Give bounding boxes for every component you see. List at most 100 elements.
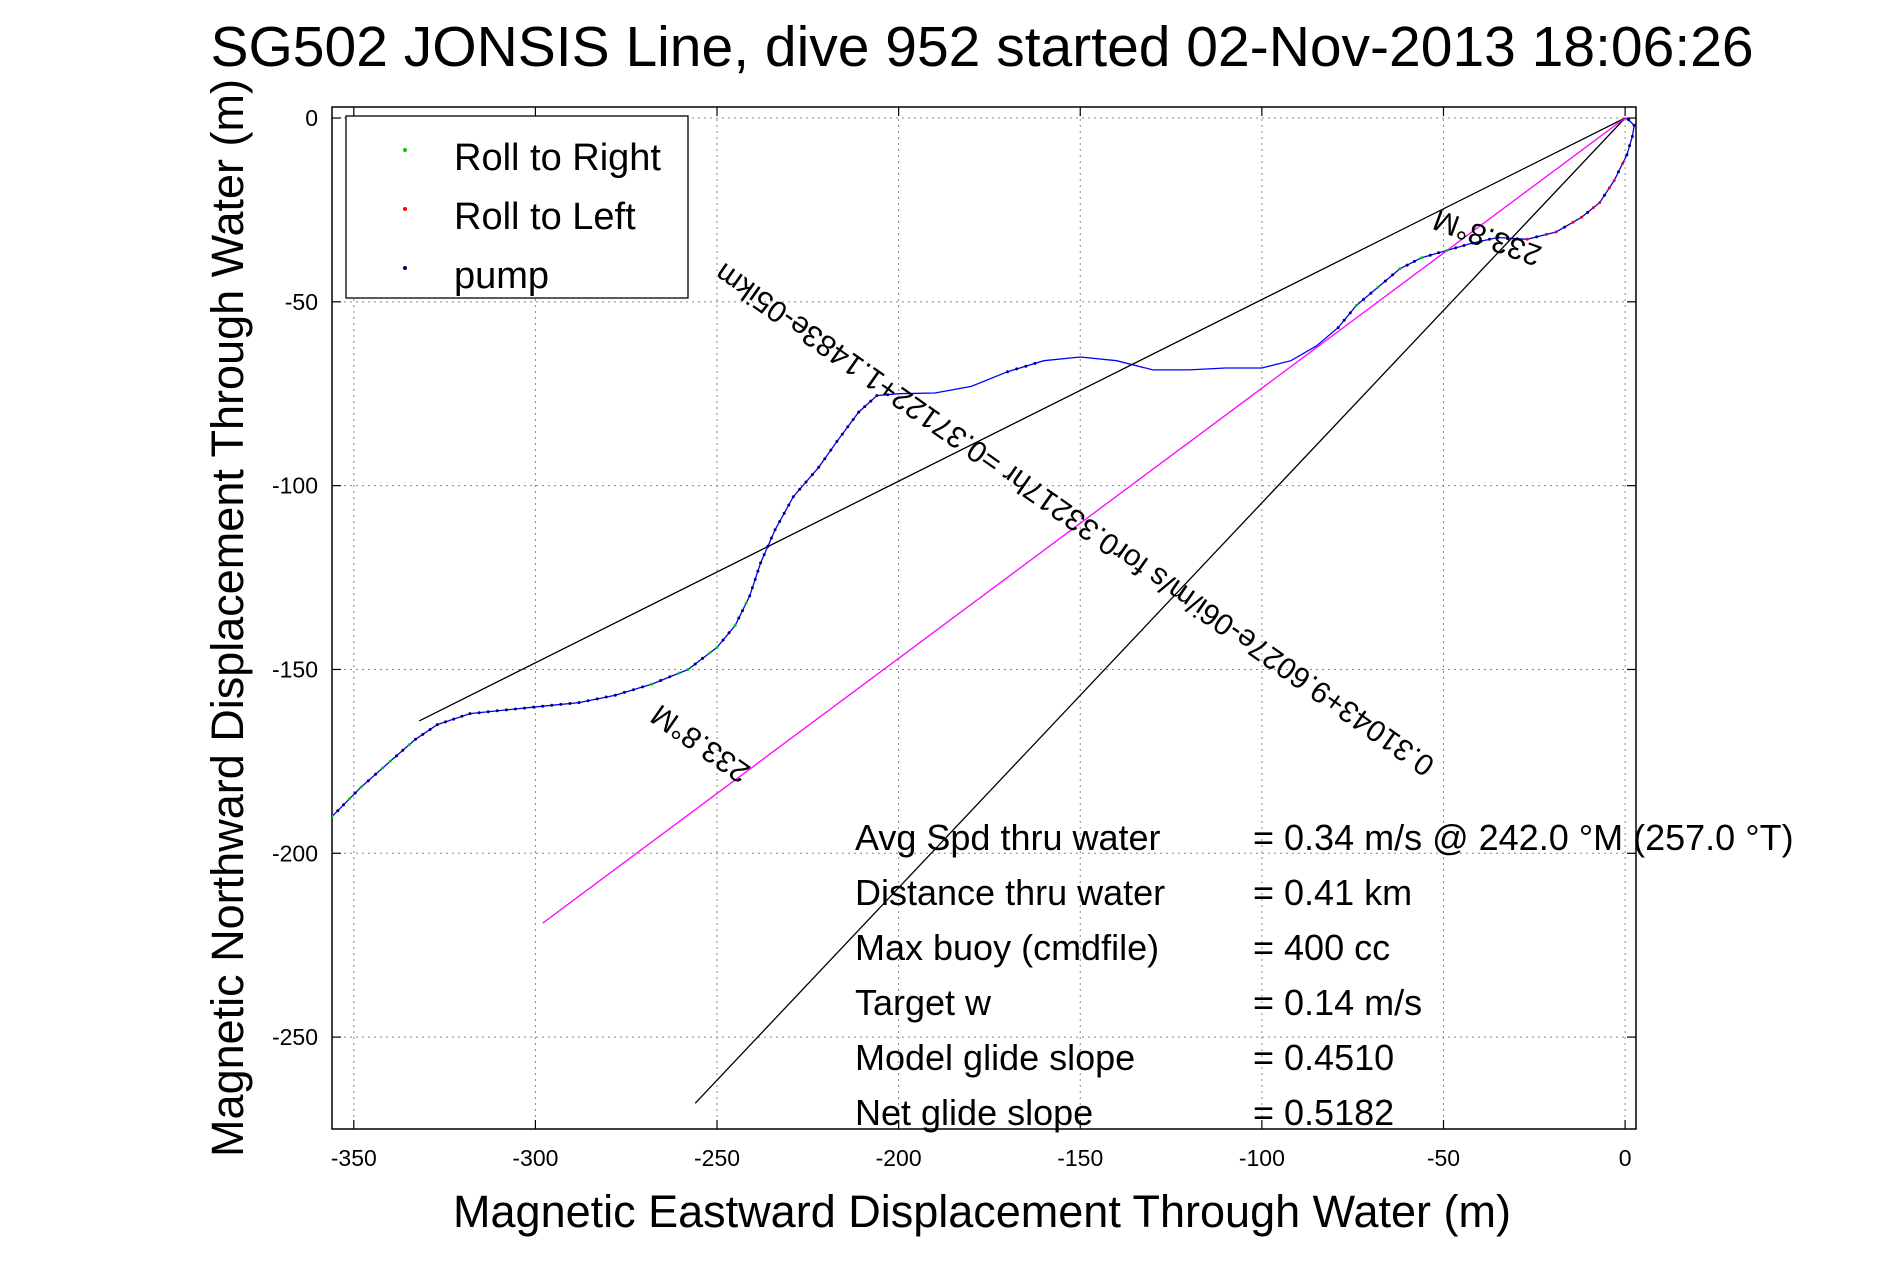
track-marker (1554, 230, 1558, 234)
y-axis-label: Magnetic Northward Displacement Through … (202, 79, 253, 1157)
stat-value: = 0.14 m/s (1253, 982, 1422, 1023)
track-marker (1336, 326, 1340, 330)
track-marker (1632, 123, 1636, 127)
track-marker (1592, 206, 1596, 209)
track-marker (1428, 253, 1432, 257)
series-layer (332, 117, 1636, 1104)
y-tick-label: -200 (272, 840, 318, 866)
track-marker (1015, 367, 1019, 371)
stat-value: = 400 cc (1253, 927, 1390, 968)
legend-label: Roll to Right (454, 137, 661, 179)
track-marker (1612, 179, 1616, 182)
track-marker (782, 511, 786, 515)
track-marker (495, 709, 499, 713)
track-marker (753, 577, 757, 581)
track-marker (817, 465, 821, 469)
track-marker (1420, 256, 1424, 260)
x-tick-label: 0 (1619, 1145, 1632, 1171)
legend-marker (403, 148, 407, 152)
y-tick-label: -250 (272, 1024, 318, 1050)
track-marker (1535, 235, 1539, 239)
track-marker (541, 704, 545, 708)
x-tick-label: -50 (1427, 1145, 1460, 1171)
track-marker (388, 759, 392, 763)
track-marker (444, 720, 447, 724)
stat-label: Net glide slope (855, 1092, 1093, 1133)
stat-label: Model glide slope (855, 1037, 1135, 1078)
track-marker (823, 457, 827, 461)
track-marker (1630, 134, 1634, 138)
legend: Roll to Right Roll to Left pump (345, 115, 689, 299)
track-marker (766, 544, 770, 548)
track-marker (1586, 210, 1590, 214)
track-marker (1544, 232, 1548, 236)
track-marker (568, 702, 572, 705)
track-marker (1488, 237, 1491, 241)
track-marker (477, 711, 481, 715)
track-marker (791, 495, 795, 499)
track-marker (851, 418, 855, 421)
series-line-average-track (542, 117, 1626, 924)
chart-title: SG502 JONSIS Line, dive 952 started 02-N… (210, 15, 1753, 79)
track-marker (701, 656, 704, 660)
track-marker (374, 772, 378, 776)
track-marker (1616, 170, 1620, 174)
stat-label: Distance thru water (855, 872, 1165, 913)
x-tick-label: -200 (876, 1145, 922, 1171)
track-marker (428, 728, 432, 731)
track-marker (744, 601, 748, 605)
track-marker (1479, 239, 1483, 243)
legend-box (345, 115, 689, 299)
track-marker (686, 668, 690, 671)
track-marker (359, 785, 363, 789)
track-marker (604, 695, 608, 699)
x-axis-label: Magnetic Eastward Displacement Through W… (453, 1186, 1511, 1237)
track-marker (1496, 236, 1500, 239)
series-line-heading-line-2 (694, 117, 1626, 1104)
track-marker (504, 708, 508, 712)
legend-label: pump (454, 255, 549, 297)
track-marker (1405, 263, 1409, 267)
track-marker (401, 748, 405, 752)
track-marker (1369, 291, 1373, 295)
x-axis-ticks: -350 -300 -250 -200 -150 -100 -50 0 (331, 107, 1632, 1171)
track-marker (829, 448, 833, 452)
track-marker (773, 528, 777, 532)
track-marker (1454, 246, 1458, 250)
grid (332, 107, 1636, 1129)
track-marker (1462, 244, 1466, 247)
track-marker (1376, 285, 1380, 289)
track-marker (737, 616, 741, 620)
track-marker (1621, 161, 1625, 165)
track-marker (759, 561, 763, 565)
track-marker (513, 707, 517, 711)
track-marker (1627, 118, 1631, 122)
x-tick-label: -300 (512, 1145, 558, 1171)
track-marker (414, 737, 417, 741)
track-marker (1006, 370, 1010, 374)
track-marker (641, 685, 645, 689)
track-marker (668, 675, 672, 679)
track-marker (1571, 220, 1575, 224)
track-marker (810, 473, 814, 477)
track-marker (677, 671, 681, 675)
x-tick-label: -150 (1057, 1145, 1103, 1171)
track-marker (1383, 279, 1387, 283)
track-marker (1391, 273, 1395, 277)
stat-value: = 0.34 m/s @ 242.0 °M (257.0 °T) (1253, 817, 1794, 858)
track-marker (1598, 201, 1602, 205)
track-marker (1471, 241, 1474, 245)
track-marker (715, 645, 719, 649)
track-marker (435, 723, 439, 727)
legend-marker (403, 266, 407, 270)
track-marker (727, 631, 731, 635)
track-marker (595, 697, 599, 701)
track-marker (407, 743, 411, 747)
track-marker (1348, 311, 1352, 315)
track-marker (650, 682, 654, 686)
x-tick-label: -250 (694, 1145, 740, 1171)
stat-value: = 0.5182 (1253, 1092, 1394, 1133)
y-tick-label: -150 (272, 656, 318, 682)
stat-value: = 0.41 km (1253, 872, 1412, 913)
